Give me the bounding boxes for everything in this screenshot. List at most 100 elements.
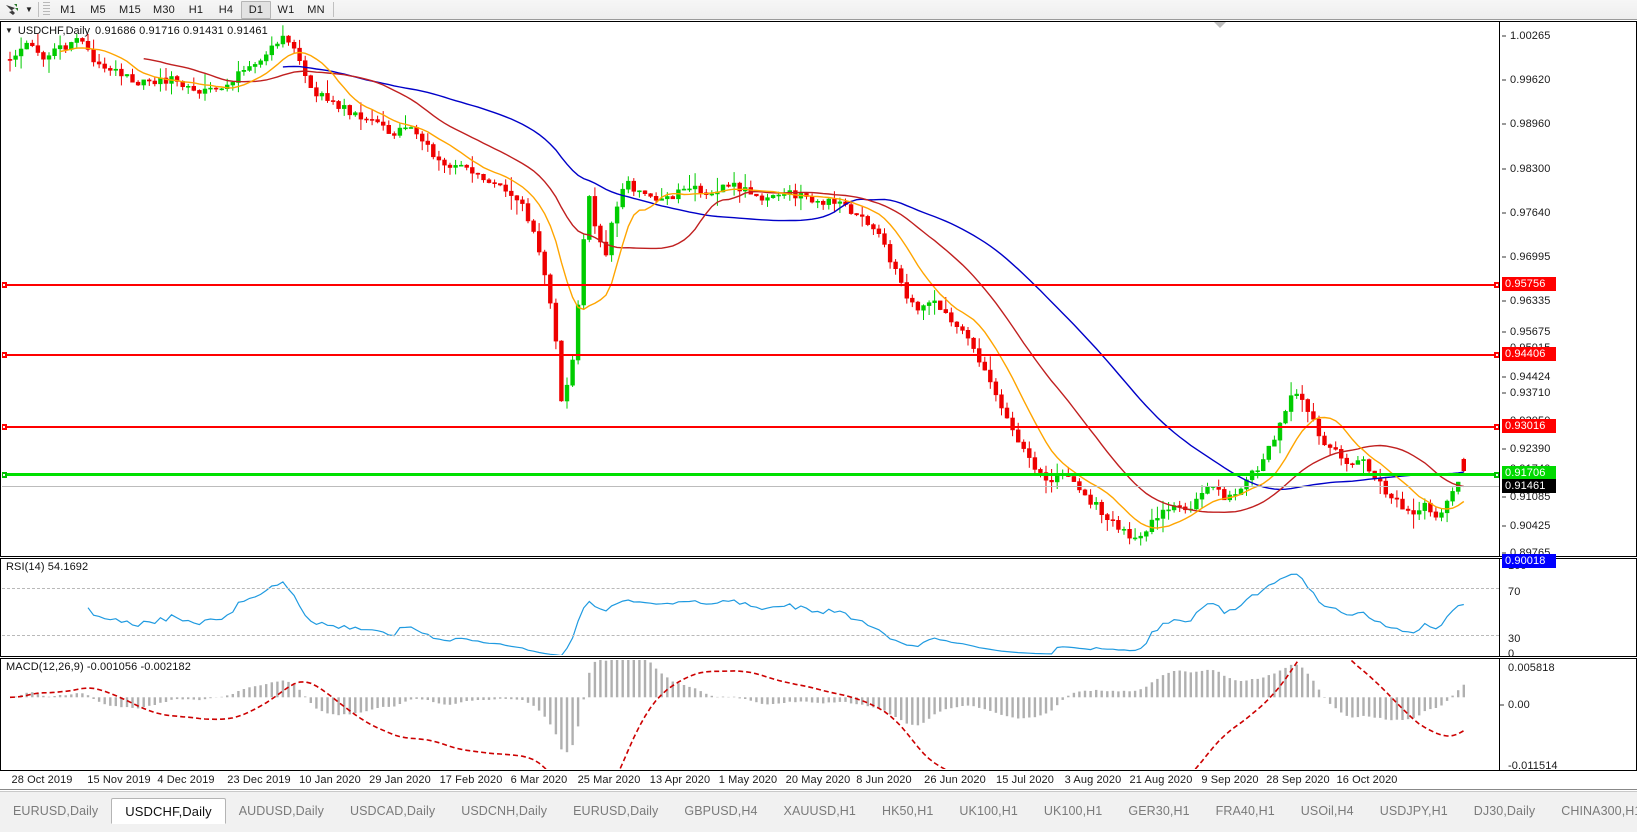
timeframe-h4[interactable]: H4 (218, 3, 234, 16)
tab-usdjpy-h1[interactable]: USDJPY,H1 (1379, 804, 1448, 818)
candlestick-series (7, 25, 1467, 546)
price-chip-0.91461[interactable]: 0.91461 (1502, 479, 1556, 493)
timeframe-mn[interactable]: MN (307, 3, 325, 16)
price-chip-0.95756[interactable]: 0.95756 (1502, 277, 1556, 291)
tab-fra40-h1[interactable]: FRA40,H1 (1215, 804, 1275, 818)
time-tick-label: 10 Jan 2020 (299, 774, 361, 786)
time-tick-label: 9 Sep 2020 (1201, 774, 1259, 786)
resistance-line-095756[interactable] (2, 282, 1499, 288)
time-tick-label: 15 Jul 2020 (996, 774, 1054, 786)
support-line-091706[interactable] (2, 471, 1499, 478)
price-tick-0.96335: 0.96335 (1502, 295, 1550, 307)
price-tick-0.98300: 0.98300 (1502, 163, 1550, 175)
time-tick-label: 6 Mar 2020 (510, 774, 568, 786)
price-chip-0.90018[interactable]: 0.90018 (1502, 554, 1556, 568)
price-tick-0.97640: 0.97640 (1502, 207, 1550, 219)
toolbar-divider (38, 2, 39, 17)
tab-usoil-h4[interactable]: USOil,H4 (1300, 804, 1354, 818)
rsi-tick-30: 30 (1508, 633, 1521, 645)
price-tick-0.95675: 0.95675 (1502, 326, 1550, 338)
price-chip-0.93016[interactable]: 0.93016 (1502, 419, 1556, 433)
symbol-title: USDCHF,Daily (17, 25, 91, 37)
time-axis[interactable]: 28 Oct 2019 15 Nov 2019 4 Dec 2019 23 Dec 2… (0, 771, 1637, 790)
tab-eurusd-daily[interactable]: EURUSD,Daily (13, 804, 99, 818)
timeframe-m15[interactable]: M15 (119, 3, 141, 16)
timeframe-m5[interactable]: M5 (90, 3, 106, 16)
price-tick-1.00265: 1.00265 (1502, 30, 1550, 42)
price-tick-0.90425: 0.90425 (1502, 520, 1550, 532)
rsi-tick-70: 70 (1508, 586, 1521, 598)
toolbar-divider-2 (333, 2, 334, 17)
time-tick-label: 26 Jun 2020 (924, 774, 986, 786)
rsi-axis[interactable]: 10070300 (1499, 559, 1636, 660)
price-chip-0.94406[interactable]: 0.94406 (1502, 347, 1556, 361)
time-tick-label: 23 Dec 2019 (227, 774, 291, 786)
time-tick-label: 29 Jan 2020 (369, 774, 431, 786)
chart-top-marker-icon (1214, 22, 1226, 28)
tab-uk100-h1[interactable]: UK100,H1 (959, 804, 1018, 818)
price-tick-0.99620: 0.99620 (1502, 74, 1550, 86)
tab-gbpusd-h4[interactable]: GBPUSD,H4 (684, 804, 758, 818)
macd-label: MACD(12,26,9) -0.001056 -0.002182 (6, 661, 191, 673)
resistance-line-093016[interactable] (2, 424, 1499, 430)
rsi-label: RSI(14) 54.1692 (6, 561, 89, 573)
price-pane[interactable]: ▼ USDCHF,Daily 0.91686 0.91716 0.91431 0… (0, 21, 1637, 568)
rsi-tick-0: 0 (1508, 648, 1515, 660)
last-price-line (2, 486, 1499, 487)
rsi-oversold-band (2, 635, 1499, 636)
time-tick-label: 1 May 2020 (718, 774, 778, 786)
macd-pane[interactable]: MACD(12,26,9) -0.001056 -0.002182 0.0058… (0, 658, 1637, 772)
price-tick-0.98960: 0.98960 (1502, 118, 1550, 130)
tab-uk100-h1[interactable]: UK100,H1 (1043, 804, 1103, 818)
price-axis[interactable]: 1.00265 0.99620 0.98960 0.98300 0.97640 0.969… (1499, 22, 1636, 568)
macd-histogram-series (9, 660, 1466, 769)
tab-usdcnh-daily[interactable]: USDCNH,Daily (461, 804, 548, 818)
time-tick-label: 28 Sep 2020 (1266, 774, 1330, 786)
rsi-overbought-band (2, 588, 1499, 589)
cursor-dropdown-caret-icon[interactable]: ▼ (25, 5, 33, 14)
time-tick-label: 8 Jun 2020 (856, 774, 912, 786)
timeframe-m1[interactable]: M1 (60, 3, 76, 16)
toolbar-grip-handle[interactable] (43, 2, 50, 17)
top-toolbar: ▼ M1 M5 M15 M30 H1 H4 D1 W1 MN (0, 0, 1637, 20)
time-tick-label: 13 Apr 2020 (649, 774, 711, 786)
tab-dj30-daily[interactable]: DJ30,Daily (1473, 804, 1536, 818)
tab-ger30-h1[interactable]: GER30,H1 (1128, 804, 1190, 818)
timeframe-d1[interactable]: D1 (241, 0, 271, 19)
macd-tick--0.011514: -0.011514 (1508, 760, 1558, 772)
tab-usdcad-daily[interactable]: USDCAD,Daily (349, 804, 436, 818)
price-tick-0.96995: 0.96995 (1502, 251, 1550, 263)
tab-xauusd-h1[interactable]: XAUUSD,H1 (783, 804, 856, 818)
macd-axis[interactable]: 0.005818 0.00 -0.011514 (1499, 659, 1636, 772)
price-tick-0.93710: 0.93710 (1502, 387, 1550, 399)
tab-china300-h1[interactable]: CHINA300,H1 (1561, 804, 1637, 818)
time-tick-label: 21 Aug 2020 (1129, 774, 1193, 786)
macd-tick-0.00: 0.00 (1500, 699, 1530, 711)
resistance-line-094406[interactable] (2, 352, 1499, 358)
tab-usdchf-daily[interactable]: USDCHF,Daily (111, 798, 226, 824)
timeframe-h1[interactable]: H1 (188, 3, 204, 16)
time-tick-label: 16 Oct 2020 (1336, 774, 1398, 786)
macd-plot-canvas[interactable] (2, 660, 1499, 769)
time-tick-label: 25 Mar 2020 (577, 774, 641, 786)
time-tick-label: 20 May 2020 (785, 774, 851, 786)
time-tick-label: 3 Aug 2020 (1064, 774, 1122, 786)
cursor-crosshair-icon[interactable] (0, 1, 22, 19)
time-tick-label: 17 Feb 2020 (439, 774, 503, 786)
symbol-caret-icon[interactable]: ▼ (5, 26, 13, 35)
timeframe-w1[interactable]: W1 (277, 3, 295, 16)
time-tick-label: 28 Oct 2019 (11, 774, 73, 786)
price-tick-0.94424: 0.94424 (1502, 371, 1550, 383)
rsi-pane[interactable]: RSI(14) 54.1692 10070300 (0, 558, 1637, 660)
rsi-plot-canvas[interactable] (2, 560, 1499, 655)
timeframe-m30[interactable]: M30 (153, 3, 175, 16)
symbol-header: ▼ USDCHF,Daily 0.91686 0.91716 0.91431 0… (5, 25, 268, 37)
tab-hk50-h1[interactable]: HK50,H1 (881, 804, 934, 818)
time-tick-label: 15 Nov 2019 (87, 774, 151, 786)
price-chip-0.91706[interactable]: 0.91706 (1502, 466, 1556, 480)
price-plot-canvas[interactable] (2, 23, 1499, 555)
chart-tab-bar[interactable]: EURUSD,Daily USDCHF,Daily AUDUSD,Daily USDC… (0, 791, 1637, 832)
tab-eurusd-daily[interactable]: EURUSD,Daily (573, 804, 659, 818)
macd-tick-0.005818: 0.005818 (1508, 662, 1555, 674)
tab-audusd-daily[interactable]: AUDUSD,Daily (238, 804, 324, 818)
